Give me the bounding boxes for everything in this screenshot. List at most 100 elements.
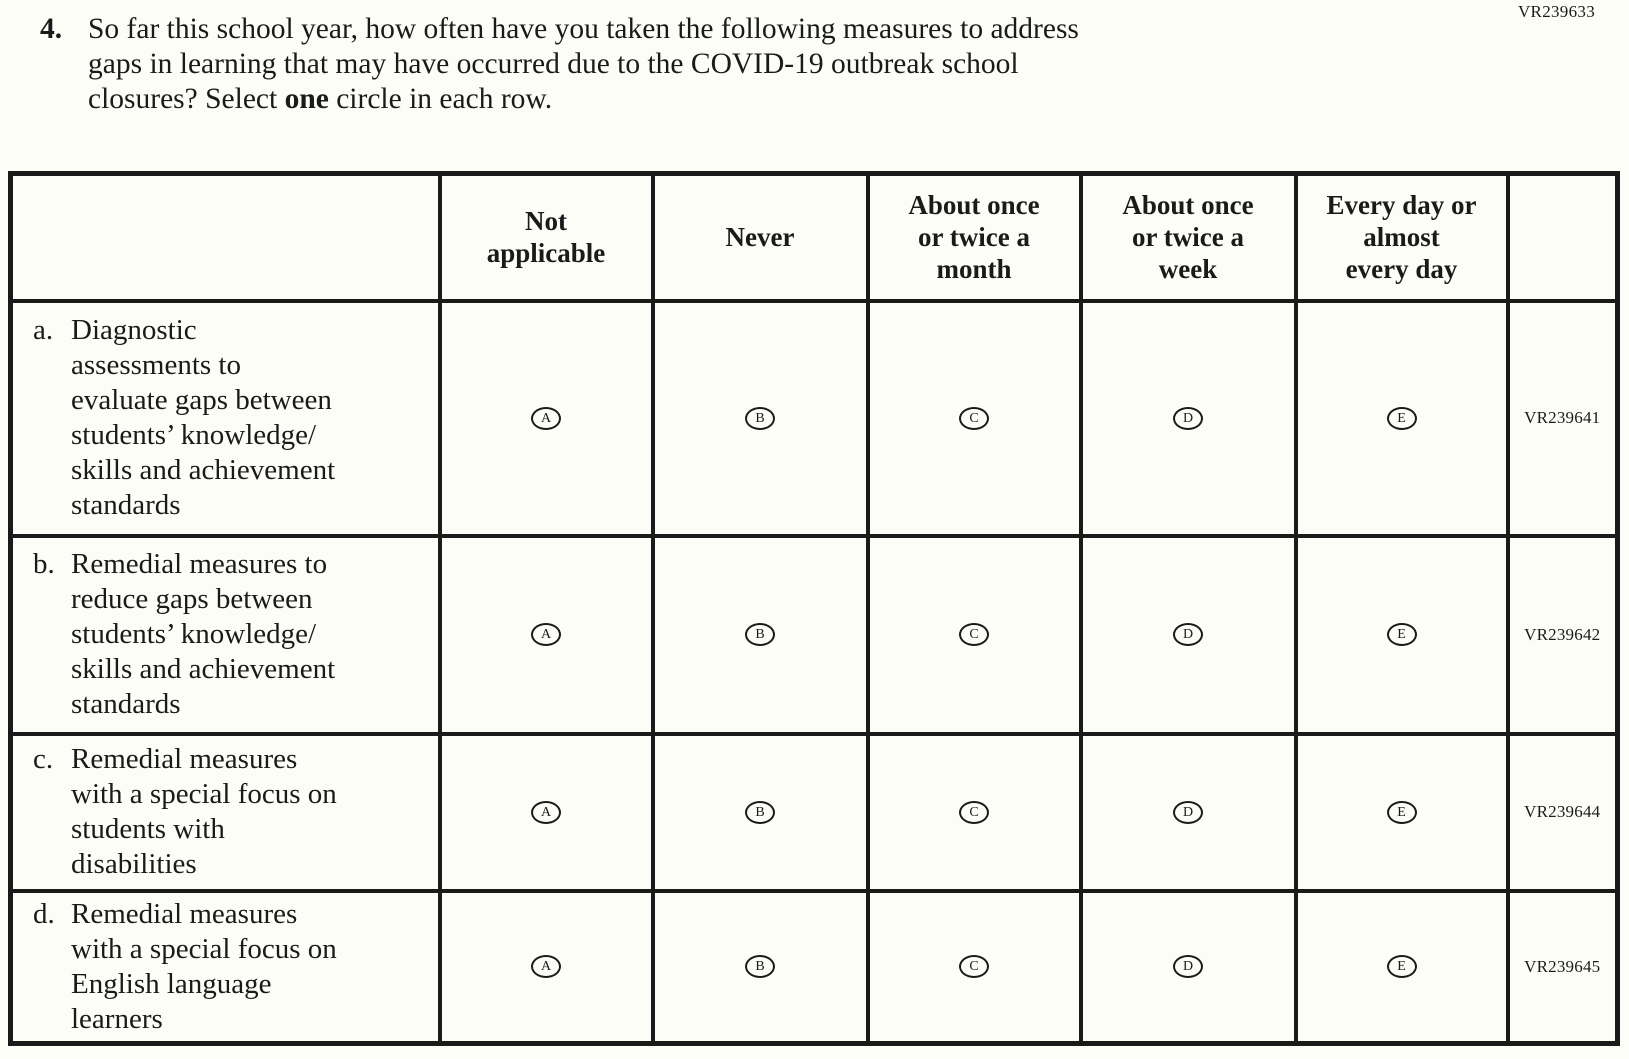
cell-b-once-twice-month: C [865,533,1083,736]
cell-a-not-applicable: A [437,298,655,538]
row-a-label: a. Diagnostic assessments to evaluate ga… [8,298,442,538]
header-row: Not applicable Never About once or twice… [8,171,1620,303]
option-circle-e[interactable]: E [1386,800,1417,824]
header-line: every day [1345,254,1458,285]
option-circle-d[interactable]: D [1173,800,1203,824]
row-text-line: with a special focus on [71,932,337,965]
question-block: 4. So far this school year, how often ha… [40,12,1079,117]
header-once-twice-month: About once or twice a month [865,171,1083,303]
option-circle-e[interactable]: E [1386,955,1417,978]
option-circle-c[interactable]: C [959,623,989,646]
row-text-line: Remedial measures [71,897,298,930]
row-code: VR239642 [1505,533,1620,736]
option-circle-d[interactable]: D [1173,406,1203,430]
cell-b-not-applicable: A [437,533,655,736]
row-text-line: learners [71,1002,163,1035]
row-text-line: students with [71,813,225,845]
response-grid: Not applicable Never About once or twice… [8,171,1620,1046]
cell-c-never: B [650,731,870,893]
row-text-line: students’ knowledge/ [71,618,317,650]
row-text-line: reduce gaps between [71,583,313,615]
page-code: VR239633 [1517,2,1595,21]
header-line: Not [525,206,567,237]
row-c-label: c. Remedial measures with a special focu… [8,731,442,893]
cell-d-never: B [650,888,870,1045]
row-text-line: evaluate gaps between [71,384,332,416]
option-circle-c[interactable]: C [959,800,989,824]
row-text-line: assessments to [71,349,241,381]
header-line: Every day or [1326,190,1477,221]
option-circle-a[interactable]: A [531,955,561,978]
row-text-line: standards [71,489,181,521]
header-line: or twice a [918,222,1030,253]
option-circle-c[interactable]: C [959,955,989,978]
option-circle-d[interactable]: D [1173,955,1203,978]
question-line-segment: closures? Select [88,83,285,115]
row-b-label: b. Remedial measures to reduce gaps betw… [8,533,442,736]
cell-d-every-day: E [1293,888,1510,1045]
option-circle-e[interactable]: E [1386,406,1417,430]
row-text-line: Remedial measures [71,743,298,775]
row-text-line: Remedial measures to [71,548,328,580]
cell-a-never: B [650,298,870,538]
row-text: Diagnostic assessments to evaluate gaps … [71,313,434,523]
header-stub [8,171,442,303]
row-text-line: disabilities [71,848,197,880]
option-circle-e[interactable]: E [1386,623,1417,646]
option-circle-b[interactable]: B [745,955,775,978]
header-once-twice-week: About once or twice a week [1078,171,1298,303]
header-not-applicable: Not applicable [437,171,655,303]
cell-d-once-twice-month: C [865,888,1083,1045]
cell-b-never: B [650,533,870,736]
row-text-line: standards [71,688,181,720]
row-text-line: English language [71,967,272,1000]
table-row-d: d. Remedial measures with a special focu… [8,888,1620,1045]
row-letter: b. [33,548,55,580]
header-line: almost [1363,222,1440,253]
row-text-line: skills and achievement [71,454,336,486]
row-text: Remedial measures to reduce gaps between… [71,547,434,722]
row-letter: a. [33,314,54,346]
cell-b-every-day: E [1293,533,1510,736]
question-line: closures? Select one circle in each row. [88,82,1079,117]
header-line: week [1158,254,1218,285]
cell-c-once-twice-month: C [865,731,1083,893]
option-circle-a[interactable]: A [531,800,561,824]
cell-d-not-applicable: A [437,888,655,1045]
row-d-label: d. Remedial measures with a special focu… [8,888,442,1045]
table-row-b: b. Remedial measures to reduce gaps betw… [8,533,1620,736]
cell-b-once-twice-week: D [1078,533,1298,736]
option-circle-b[interactable]: B [745,406,775,430]
option-circle-a[interactable]: A [531,406,561,430]
header-never: Never [650,171,870,303]
cell-c-not-applicable: A [437,731,655,893]
option-circle-c[interactable]: C [959,406,989,430]
question-text: So far this school year, how often have … [88,12,1079,117]
cell-d-once-twice-week: D [1078,888,1298,1045]
row-code: VR239641 [1505,298,1620,538]
cell-a-every-day: E [1293,298,1510,538]
cell-c-every-day: E [1293,731,1510,893]
row-text-line: with a special focus on [71,778,337,810]
table-row-c: c. Remedial measures with a special focu… [8,731,1620,893]
cell-a-once-twice-month: C [865,298,1083,538]
header-line: Never [725,222,795,253]
option-circle-d[interactable]: D [1173,623,1203,646]
row-text: Remedial measures with a special focus o… [71,897,434,1037]
row-text: Remedial measures with a special focus o… [71,742,434,882]
header-line: applicable [486,238,606,269]
option-circle-b[interactable]: B [745,800,775,824]
question-line: gaps in learning that may have occurred … [88,48,1019,80]
question-number: 4. [40,13,63,45]
cell-a-once-twice-week: D [1078,298,1298,538]
option-circle-a[interactable]: A [531,623,561,646]
question-line-bold: one [284,83,329,115]
header-every-day: Every day or almost every day [1293,171,1510,303]
cell-c-once-twice-week: D [1078,731,1298,893]
table-row-a: a. Diagnostic assessments to evaluate ga… [8,298,1620,538]
row-code: VR239645 [1505,888,1620,1045]
option-circle-b[interactable]: B [745,623,775,646]
header-line: About once [1122,190,1254,221]
question-line-segment: circle in each row. [328,83,553,115]
header-line: or twice a [1132,222,1244,253]
